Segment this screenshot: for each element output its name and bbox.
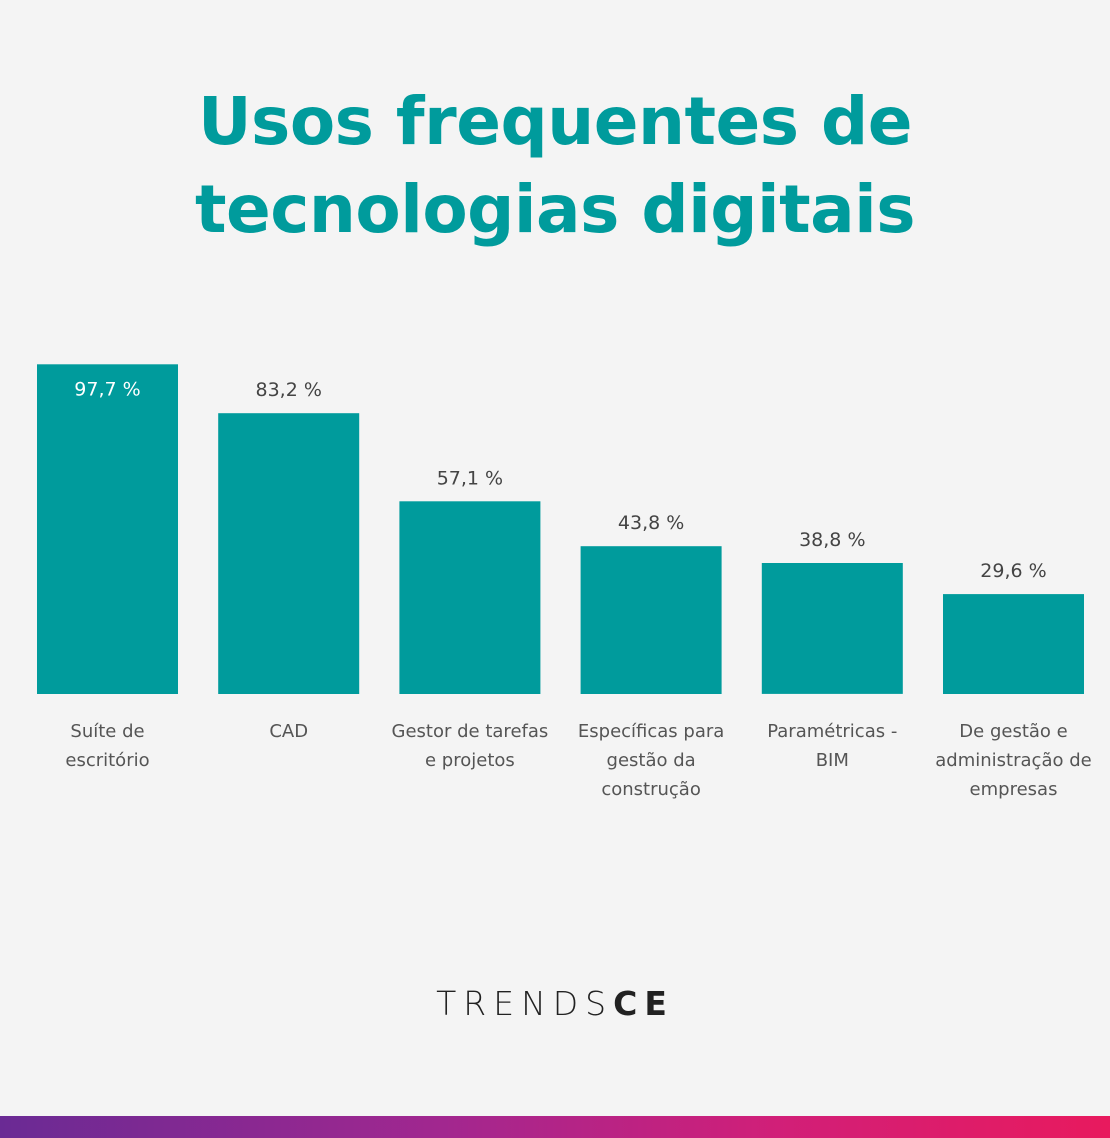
category-label-3-line-2: construção xyxy=(601,779,701,800)
bar-1 xyxy=(218,413,360,694)
chart-title-line-2: tecnologias digitais xyxy=(194,171,916,248)
category-label-1: CAD xyxy=(269,721,308,742)
value-label-3: 43,8 % xyxy=(618,512,684,534)
bottom-gradient-stripe xyxy=(0,1116,1110,1138)
category-label-4: Paramétricas - BIM xyxy=(767,721,897,771)
value-label-2: 57,1 % xyxy=(437,467,503,489)
brand-logo-light: TRENDS xyxy=(436,984,614,1023)
category-label-0-line-1: escritório xyxy=(65,750,149,771)
brand-logo: TRENDSCE xyxy=(0,984,1110,1023)
bar-5 xyxy=(943,594,1084,694)
category-label-4-line-0: Paramétricas - xyxy=(767,721,897,742)
value-label-4: 38,8 % xyxy=(799,529,865,551)
bar-0 xyxy=(37,364,178,694)
brand-logo-bold: CE xyxy=(613,984,674,1023)
value-label-1: 83,2 % xyxy=(255,379,321,401)
category-label-5-line-0: De gestão e xyxy=(959,721,1067,742)
bar-3 xyxy=(580,546,722,694)
value-label-5: 29,6 % xyxy=(980,560,1046,582)
category-label-1-line-0: CAD xyxy=(269,721,308,742)
category-label-2: Gestor de tarefas e projetos xyxy=(392,721,549,771)
category-label-5: De gestão e administração de empresas xyxy=(935,721,1091,800)
category-label-3-line-1: gestão da xyxy=(607,750,696,771)
category-label-0-line-0: Suíte de xyxy=(70,721,144,742)
bar-chart: 97,7 % Suíte de escritório 83,2 % CAD 57,1 % G… xyxy=(37,364,1092,800)
chart-title-line-1: Usos frequentes de xyxy=(197,83,913,160)
category-label-3: Específicas para gestão da construção xyxy=(578,721,724,800)
category-label-2-line-1: e projetos xyxy=(425,750,515,771)
bar-4 xyxy=(761,563,903,694)
value-label-0: 97,7 % xyxy=(74,378,140,400)
category-label-3-line-0: Específicas para xyxy=(578,721,724,742)
category-label-4-line-1: BIM xyxy=(816,750,849,771)
category-label-5-line-2: empresas xyxy=(970,779,1058,800)
category-label-0: Suíte de escritório xyxy=(65,721,149,771)
bar-2 xyxy=(399,501,541,694)
chart-title: Usos frequentes de tecnologias digitais xyxy=(0,78,1110,254)
category-label-2-line-0: Gestor de tarefas xyxy=(392,721,549,742)
category-label-5-line-1: administração de xyxy=(935,750,1091,771)
